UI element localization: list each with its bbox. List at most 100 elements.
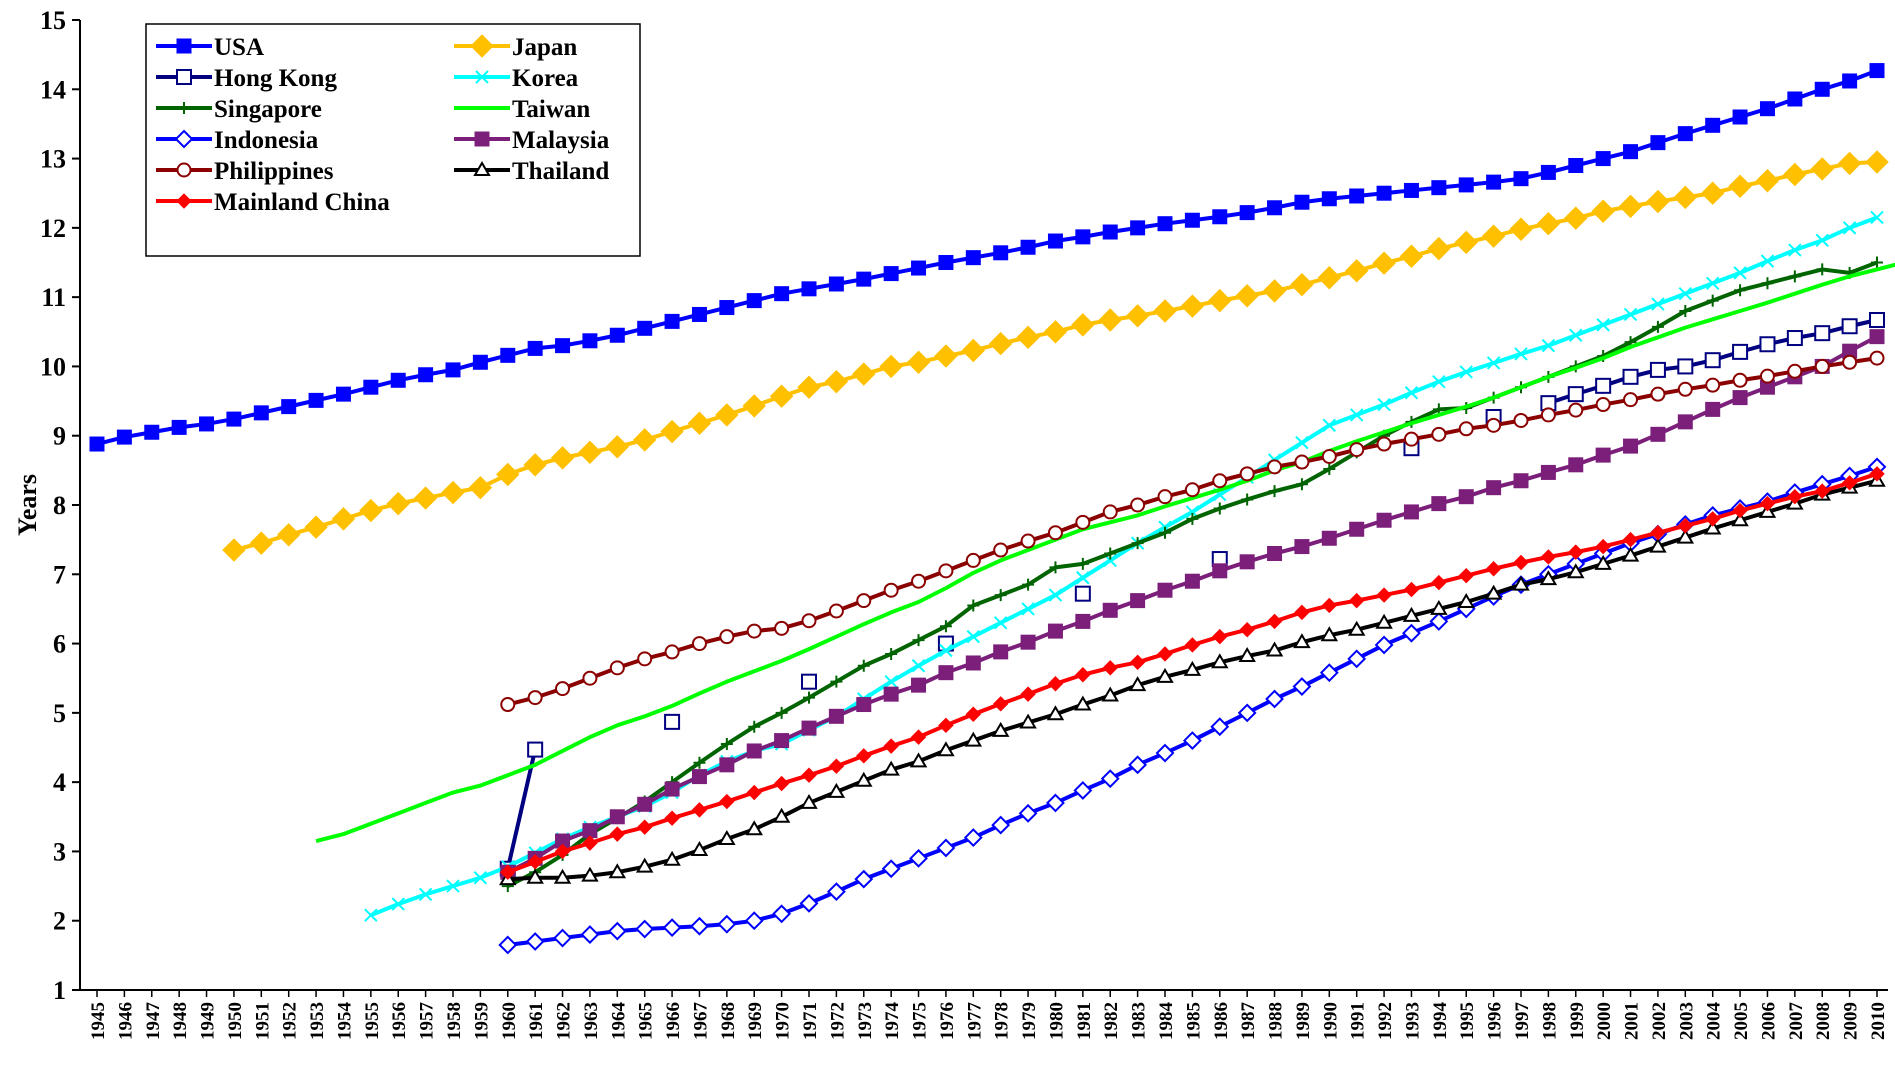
- data-point: [500, 347, 516, 363]
- data-point: [1595, 151, 1611, 167]
- data-point: [1349, 521, 1365, 537]
- data-point: [582, 333, 598, 349]
- data-point: [1484, 584, 1503, 600]
- legend-label: USA: [214, 34, 264, 61]
- data-point: [1815, 233, 1829, 248]
- data-point: [553, 928, 572, 948]
- data-point: [1319, 663, 1339, 683]
- data-point: [1266, 613, 1283, 630]
- data-point: [582, 835, 598, 851]
- data-point: [1321, 530, 1337, 546]
- data-point: [390, 372, 406, 388]
- data-point: [500, 697, 516, 713]
- x-tick-label: 1949: [198, 1002, 219, 1040]
- data-point: [664, 781, 680, 797]
- data-point: [635, 857, 654, 873]
- data-point: [687, 411, 712, 435]
- data-point: [635, 919, 655, 939]
- data-point: [1074, 585, 1091, 602]
- data-point: [1267, 459, 1283, 475]
- x-tick-label: 1972: [827, 1002, 848, 1040]
- data-point: [498, 935, 518, 955]
- data-point: [1623, 392, 1639, 408]
- y-axis-label: Years: [13, 474, 42, 536]
- data-point: [1131, 537, 1144, 550]
- data-point: [608, 863, 627, 879]
- data-point: [883, 738, 899, 754]
- data-point: [746, 784, 762, 801]
- data-point: [1623, 438, 1639, 454]
- data-point: [719, 757, 735, 773]
- data-point: [1130, 220, 1146, 236]
- legend-label: Singapore: [214, 96, 322, 123]
- data-point: [1759, 336, 1776, 353]
- data-point: [1759, 368, 1775, 384]
- data-point: [1323, 462, 1336, 475]
- x-tick-label: 1955: [362, 1002, 383, 1040]
- legend-label: Japan: [512, 34, 577, 61]
- data-point: [632, 428, 657, 452]
- legend: USA Japan Hong Kong Korea Singapore Taiwan Ind…: [145, 23, 641, 257]
- x-tick-label: 2009: [1841, 1002, 1862, 1040]
- data-point: [939, 643, 953, 658]
- data-point: [1128, 755, 1148, 775]
- data-point: [1295, 435, 1309, 450]
- data-point: [1295, 478, 1308, 491]
- data-point: [1265, 641, 1284, 657]
- data-point: [386, 491, 410, 516]
- data-point: [1541, 338, 1556, 353]
- data-point: [1486, 356, 1501, 370]
- y-tick-label: 3: [53, 837, 66, 866]
- data-point: [1457, 593, 1475, 608]
- data-point: [1704, 511, 1721, 527]
- data-point: [963, 828, 983, 847]
- data-point: [226, 411, 242, 427]
- y-tick-label: 15: [40, 6, 66, 35]
- data-point: [605, 435, 630, 459]
- data-point: [1294, 454, 1310, 470]
- data-point: [1569, 328, 1583, 342]
- data-point: [1485, 561, 1502, 577]
- data-point: [1156, 667, 1174, 683]
- data-point: [176, 193, 192, 209]
- y-tick-label: 13: [40, 145, 66, 174]
- data-point: [609, 809, 625, 825]
- x-tick-label: 2007: [1786, 1002, 1807, 1041]
- data-point: [199, 416, 215, 432]
- data-point: [1155, 743, 1175, 763]
- data-point: [176, 38, 192, 54]
- x-ticks: 1945 1946 1947 1948 1949 1950 1951 1952 1953 1954…: [88, 990, 1889, 1040]
- data-point: [715, 403, 739, 427]
- data-point: [1184, 637, 1201, 653]
- data-point: [1568, 158, 1584, 173]
- data-point: [1596, 318, 1610, 332]
- data-point: [1567, 386, 1584, 403]
- data-point: [1512, 575, 1530, 591]
- data-point: [637, 651, 653, 667]
- data-point: [1458, 567, 1474, 584]
- data-point: [1043, 320, 1068, 344]
- legend-item: Korea: [454, 65, 579, 92]
- data-point: [993, 542, 1009, 558]
- data-point: [742, 394, 766, 418]
- data-point: [1513, 554, 1529, 571]
- x-tick-label: 1957: [417, 1002, 438, 1041]
- data-point: [1787, 488, 1803, 505]
- data-point: [1869, 466, 1885, 482]
- data-point: [938, 717, 954, 734]
- data-point: [1211, 653, 1229, 669]
- y-tick-label: 2: [53, 907, 66, 936]
- data-point: [171, 419, 187, 435]
- data-point: [441, 480, 465, 505]
- data-point: [1239, 205, 1255, 221]
- data-point: [1018, 803, 1038, 823]
- data-point: [856, 271, 872, 287]
- data-point: [1349, 188, 1365, 204]
- data-point: [1321, 597, 1338, 614]
- data-point: [1568, 544, 1584, 560]
- data-point: [1238, 647, 1256, 663]
- legend-item: Indonesia: [156, 127, 319, 154]
- data-point: [992, 696, 1009, 712]
